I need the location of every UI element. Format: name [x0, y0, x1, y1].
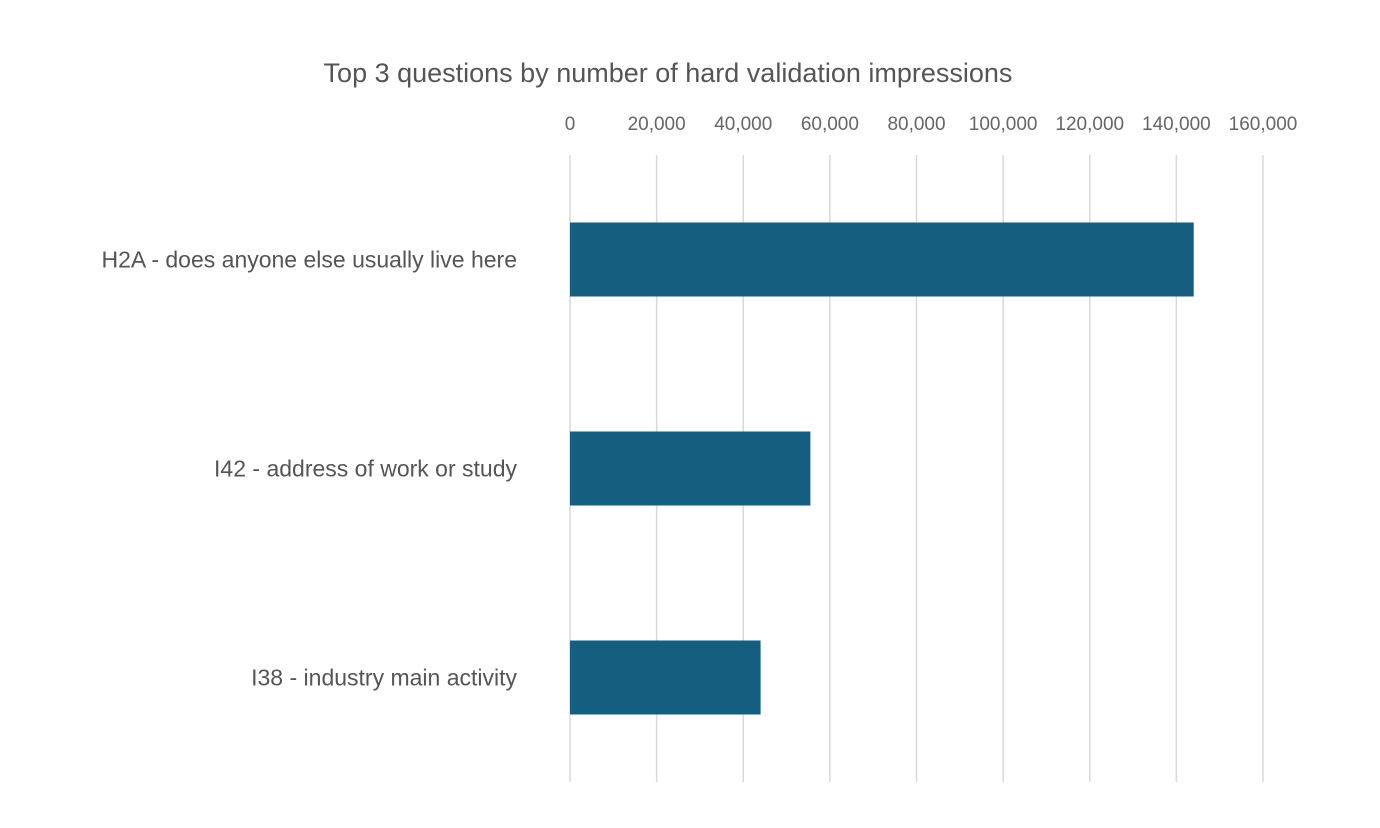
x-tick-label: 100,000	[969, 114, 1038, 135]
x-tick-label: 80,000	[887, 114, 945, 135]
bar	[570, 431, 811, 506]
x-tick-label: 40,000	[714, 114, 772, 135]
x-axis-tick-labels: 0 20,000 40,000 60,000 80,000 100,000 120,000 1…	[565, 114, 1298, 135]
category-label: H2A - does anyone else usually live here	[101, 247, 517, 273]
x-tick-label: 120,000	[1055, 114, 1124, 135]
bars	[570, 222, 1194, 715]
x-tick-label: 60,000	[801, 114, 859, 135]
chart-title: Top 3 questions by number of hard valida…	[324, 58, 1013, 88]
x-tick-label: 140,000	[1142, 114, 1211, 135]
x-tick-label: 160,000	[1229, 114, 1298, 135]
bar	[570, 222, 1194, 297]
bar	[570, 640, 761, 715]
category-label: I42 - address of work or study	[214, 456, 517, 482]
category-label: I38 - industry main activity	[251, 665, 517, 691]
category-labels: H2A - does anyone else usually live here…	[101, 247, 517, 691]
x-tick-label: 0	[565, 114, 576, 135]
x-tick-label: 20,000	[628, 114, 686, 135]
